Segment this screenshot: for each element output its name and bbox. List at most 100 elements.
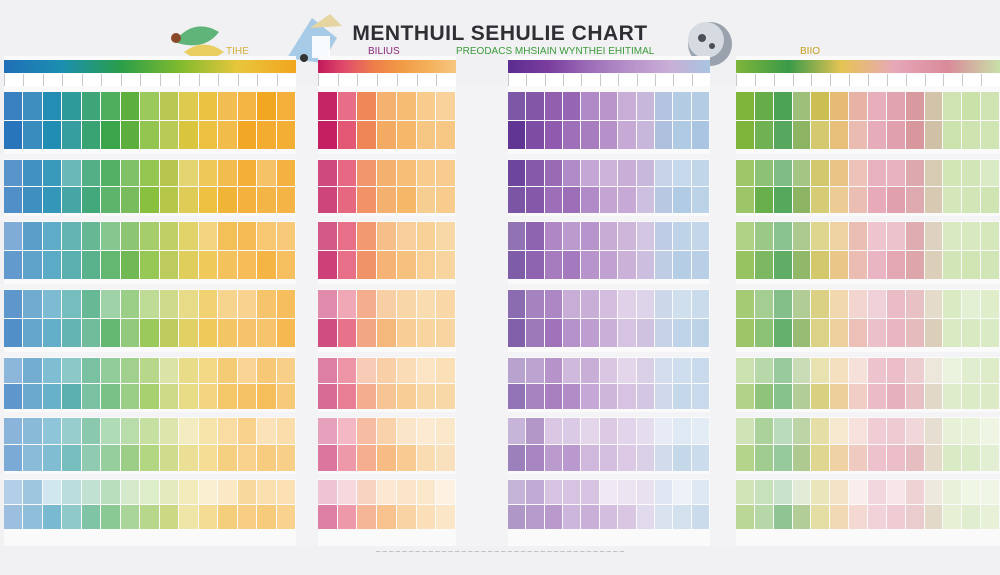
schedule-cell (198, 480, 218, 504)
schedule-cell (830, 290, 849, 318)
schedule-cell (754, 92, 773, 120)
schedule-cell (257, 445, 276, 471)
schedule-cell (754, 445, 773, 471)
schedule-cell (337, 418, 357, 444)
schedule-cell (237, 358, 257, 383)
schedule-cell (237, 222, 257, 250)
schedule-cell (357, 121, 377, 149)
schedule-cell (276, 480, 295, 504)
schedule-cell (42, 358, 62, 383)
schedule-cell (654, 290, 673, 318)
schedule-cell (849, 160, 867, 186)
schedule-cell (198, 384, 218, 409)
schedule-cell (4, 92, 23, 120)
schedule-cell (318, 92, 337, 120)
schedule-cell (868, 480, 886, 504)
schedule-cell (618, 160, 636, 186)
schedule-cell (792, 480, 811, 504)
schedule-cell (849, 505, 867, 529)
day-divider (773, 74, 775, 86)
schedule-cell (276, 160, 295, 186)
day-divider (811, 74, 813, 86)
schedule-cell (4, 251, 23, 279)
schedule-cell (886, 92, 905, 120)
schedule-cell (159, 92, 179, 120)
schedule-cell (773, 222, 792, 250)
schedule-cell (179, 251, 198, 279)
subtitle-2: TIHE (226, 46, 249, 57)
schedule-cell (599, 480, 618, 504)
schedule-cell (396, 92, 416, 120)
schedule-cell (868, 418, 886, 444)
day-divider (276, 74, 278, 86)
schedule-cell (830, 358, 849, 383)
schedule-cell (673, 418, 691, 444)
schedule-cell (23, 319, 42, 347)
schedule-cell (905, 290, 924, 318)
schedule-cell (62, 92, 81, 120)
day-divider (636, 74, 638, 86)
schedule-cell (924, 319, 943, 347)
schedule-cell (377, 222, 396, 250)
schedule-cell (198, 251, 218, 279)
schedule-cell (237, 384, 257, 409)
schedule-cell (849, 92, 867, 120)
schedule-cell (436, 418, 455, 444)
schedule-cell (377, 384, 396, 409)
schedule-cell (81, 319, 101, 347)
schedule-cell (508, 251, 526, 279)
schedule-cell (120, 505, 140, 529)
schedule-cell (636, 384, 654, 409)
schedule-cell (618, 319, 636, 347)
schedule-cell (42, 319, 62, 347)
day-divider (905, 74, 907, 86)
schedule-cell (618, 251, 636, 279)
schedule-cell (544, 290, 563, 318)
schedule-cell (377, 251, 396, 279)
schedule-cell (811, 358, 830, 383)
schedule-cell (811, 418, 830, 444)
schedule-cell (830, 160, 849, 186)
schedule-cell (673, 251, 691, 279)
schedule-cell (140, 121, 159, 149)
schedule-cell (4, 319, 23, 347)
panel-gap (710, 86, 736, 546)
schedule-cell (42, 92, 62, 120)
day-divider (849, 74, 851, 86)
schedule-cell (436, 290, 455, 318)
schedule-cell (754, 251, 773, 279)
schedule-cell (811, 290, 830, 318)
schedule-cell (636, 121, 654, 149)
schedule-cell (526, 222, 544, 250)
schedule-cell (581, 222, 599, 250)
schedule-cell (62, 290, 81, 318)
footer-text: — — — — — — — — — — — — — — — — — — — — … (375, 549, 625, 555)
schedule-cell (792, 160, 811, 186)
schedule-cell (396, 480, 416, 504)
schedule-cell (736, 290, 754, 318)
schedule-cell (318, 251, 337, 279)
day-divider (924, 74, 926, 86)
day-divider (508, 74, 509, 86)
schedule-cell (508, 121, 526, 149)
schedule-cell (179, 187, 198, 213)
schedule-cell (654, 445, 673, 471)
schedule-cell (599, 121, 618, 149)
schedule-cell (198, 222, 218, 250)
schedule-cell (849, 121, 867, 149)
schedule-cell (811, 92, 830, 120)
schedule-cell (636, 92, 654, 120)
panel-header-strip (318, 60, 456, 73)
schedule-cell (868, 290, 886, 318)
schedule-cell (811, 251, 830, 279)
schedule-cell (81, 290, 101, 318)
schedule-cell (905, 505, 924, 529)
schedule-cell (318, 319, 337, 347)
schedule-cell (691, 160, 709, 186)
schedule-cell (318, 121, 337, 149)
schedule-cell (23, 160, 42, 186)
subtitle-3: PREODACS MHSIAIN WYNTHEI EHITIMAL (456, 46, 655, 57)
schedule-cell (563, 445, 581, 471)
schedule-cell (357, 445, 377, 471)
schedule-cell (81, 418, 101, 444)
